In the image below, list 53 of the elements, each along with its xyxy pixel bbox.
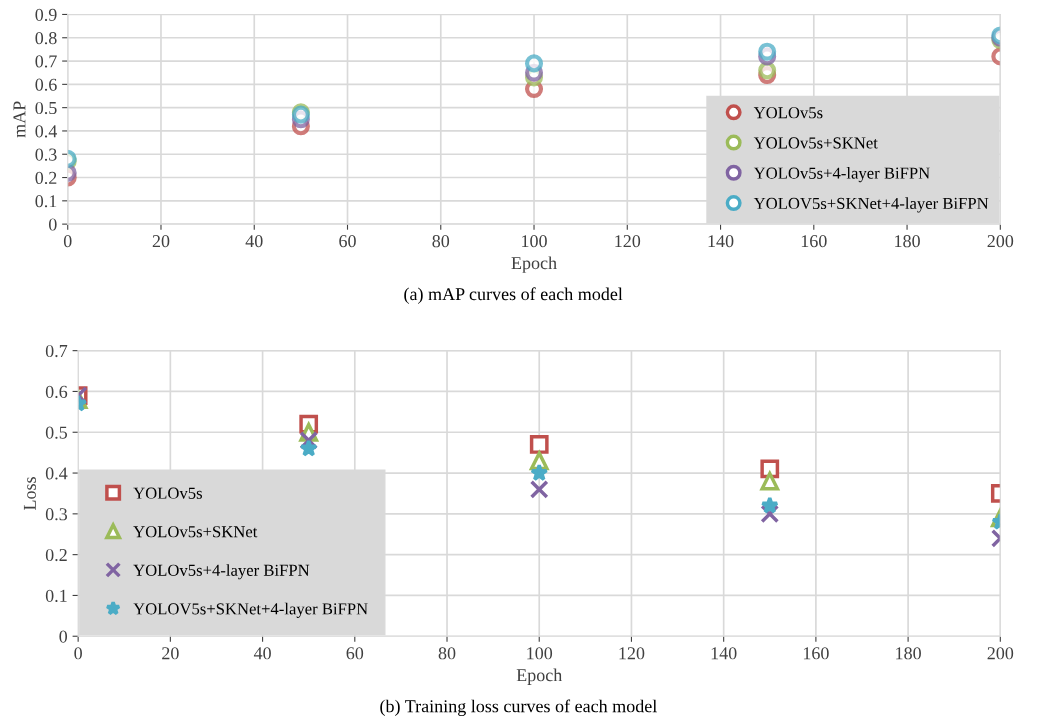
x-tick-label: 140 (711, 647, 737, 660)
y-tick-label: 0.9 (35, 8, 57, 21)
y-tick-label: 0.2 (45, 548, 67, 562)
x-tick-label: 160 (801, 235, 827, 248)
x-tick-label: 80 (432, 235, 450, 248)
x-tick-label: 200 (987, 235, 1014, 248)
x-tick-label: 40 (253, 647, 271, 660)
legend-label: YOLOv5s+SKNet (753, 137, 878, 149)
x-tick-label: 200 (987, 647, 1014, 660)
x-tick-label: 120 (619, 647, 645, 660)
x-tick-label: 40 (245, 235, 263, 248)
y-tick-label: 0.6 (45, 385, 68, 398)
legend-label: YOLOv5s+4-layer BiFPN (753, 167, 930, 183)
legend-label: YOLOV5s+SKNet+4-layer BiFPN (133, 602, 368, 618)
x-axis-title: Epoch (511, 256, 557, 273)
x-tick-label: 180 (895, 235, 920, 248)
legend-label: YOLOv5s (133, 487, 202, 499)
x-tick-label: 0 (74, 647, 82, 660)
y-tick-label: 0.7 (45, 344, 68, 358)
y-tick-label: 0.3 (35, 148, 57, 161)
y-axis-title: mAP (13, 101, 26, 138)
y-tick-label: 0.7 (35, 55, 57, 68)
y-tick-label: 0.8 (35, 32, 57, 45)
y-tick-label: 0.5 (45, 426, 68, 439)
legend-label: YOLOv5s (753, 107, 823, 119)
y-tick-label: 0.5 (35, 101, 57, 115)
legend-label: YOLOv5s+4-layer BiFPN (133, 564, 310, 580)
x-tick-label: 120 (615, 235, 641, 248)
y-tick-label: 0.2 (35, 171, 57, 185)
y-tick-label: 0.3 (45, 508, 68, 521)
y-tick-label: 0.4 (35, 125, 58, 138)
y-axis-title: Loss (23, 477, 36, 510)
x-tick-label: 180 (896, 647, 921, 660)
x-tick-label: 60 (346, 647, 364, 660)
legend-label: YOLOV5s+SKNet+4-layer BiFPN (753, 197, 989, 213)
x-tick-label: 80 (438, 647, 456, 660)
x-tick-label: 100 (522, 235, 547, 248)
x-axis-title: Epoch (516, 668, 563, 685)
y-tick-label: 0.4 (45, 467, 68, 480)
x-tick-label: 60 (339, 235, 356, 248)
x-tick-label: 20 (152, 235, 170, 248)
x-tick-label: 20 (162, 647, 179, 660)
text: (a) mAP curves of each model (404, 287, 623, 304)
legend-label: YOLOv5s+SKNet (133, 526, 258, 538)
x-tick-label: 140 (708, 235, 734, 248)
x-tick-label: 160 (803, 647, 829, 660)
y-tick-label: 0.1 (35, 195, 57, 208)
y-tick-label: 0 (48, 218, 57, 231)
x-tick-label: 100 (527, 647, 553, 660)
text: (b) Training loss curves of each model (380, 699, 657, 717)
y-tick-label: 0 (59, 630, 68, 643)
y-tick-label: 0.6 (35, 78, 57, 91)
y-tick-label: 0.1 (45, 589, 67, 602)
